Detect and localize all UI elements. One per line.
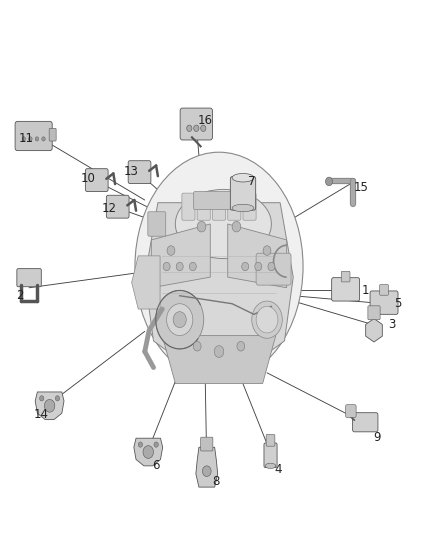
Circle shape <box>325 177 332 185</box>
Text: 10: 10 <box>81 172 95 185</box>
FancyBboxPatch shape <box>346 405 356 417</box>
Circle shape <box>268 262 275 271</box>
FancyBboxPatch shape <box>197 193 210 220</box>
FancyBboxPatch shape <box>17 269 41 287</box>
FancyBboxPatch shape <box>228 193 241 220</box>
Polygon shape <box>196 447 218 487</box>
FancyBboxPatch shape <box>180 108 212 140</box>
Circle shape <box>201 125 206 132</box>
Circle shape <box>28 137 32 141</box>
Ellipse shape <box>232 173 254 182</box>
FancyBboxPatch shape <box>341 271 350 282</box>
Text: 3: 3 <box>388 319 395 332</box>
FancyBboxPatch shape <box>243 193 256 220</box>
Polygon shape <box>151 224 210 288</box>
Circle shape <box>44 399 55 412</box>
Ellipse shape <box>135 152 303 381</box>
Circle shape <box>194 125 199 132</box>
Ellipse shape <box>252 301 283 338</box>
FancyBboxPatch shape <box>15 122 52 151</box>
Circle shape <box>242 262 249 271</box>
Text: 2: 2 <box>17 289 24 302</box>
Circle shape <box>42 137 45 141</box>
Ellipse shape <box>166 304 193 336</box>
Circle shape <box>197 221 206 232</box>
Polygon shape <box>35 392 64 419</box>
Circle shape <box>214 346 224 358</box>
FancyBboxPatch shape <box>264 443 277 467</box>
Text: 14: 14 <box>33 408 48 421</box>
Circle shape <box>176 262 183 271</box>
FancyBboxPatch shape <box>256 253 291 285</box>
Polygon shape <box>366 319 382 342</box>
Text: 12: 12 <box>102 201 117 214</box>
Circle shape <box>256 306 278 333</box>
Circle shape <box>232 221 241 232</box>
Circle shape <box>138 442 143 447</box>
Text: 4: 4 <box>274 463 282 476</box>
Circle shape <box>237 342 245 351</box>
Ellipse shape <box>175 189 272 259</box>
FancyBboxPatch shape <box>370 291 398 314</box>
Circle shape <box>35 137 39 141</box>
FancyBboxPatch shape <box>194 191 244 209</box>
Circle shape <box>202 466 211 477</box>
Circle shape <box>187 125 192 132</box>
Text: 5: 5 <box>394 297 402 310</box>
Text: 16: 16 <box>198 114 212 127</box>
Text: 8: 8 <box>212 475 219 488</box>
Circle shape <box>255 262 262 271</box>
FancyBboxPatch shape <box>148 212 166 236</box>
Circle shape <box>39 395 44 401</box>
Polygon shape <box>228 224 287 288</box>
FancyBboxPatch shape <box>266 434 275 446</box>
Circle shape <box>167 246 175 255</box>
FancyBboxPatch shape <box>49 128 56 141</box>
FancyBboxPatch shape <box>128 161 151 183</box>
FancyBboxPatch shape <box>230 176 256 210</box>
FancyBboxPatch shape <box>85 168 108 191</box>
Circle shape <box>163 262 170 271</box>
Polygon shape <box>145 203 293 373</box>
Polygon shape <box>162 336 276 383</box>
FancyBboxPatch shape <box>332 278 360 301</box>
Circle shape <box>154 442 158 447</box>
FancyBboxPatch shape <box>201 437 213 451</box>
FancyBboxPatch shape <box>353 413 378 432</box>
FancyBboxPatch shape <box>182 193 195 220</box>
FancyBboxPatch shape <box>368 306 380 320</box>
Circle shape <box>55 395 60 401</box>
Text: 6: 6 <box>152 459 159 472</box>
Circle shape <box>143 446 153 458</box>
Text: 1: 1 <box>361 284 369 297</box>
Ellipse shape <box>265 463 276 469</box>
FancyBboxPatch shape <box>106 195 129 218</box>
Ellipse shape <box>232 204 254 212</box>
Polygon shape <box>134 438 162 466</box>
Circle shape <box>173 312 186 328</box>
Text: 7: 7 <box>248 175 255 188</box>
Text: 9: 9 <box>373 431 381 444</box>
Text: 15: 15 <box>353 181 368 195</box>
Circle shape <box>193 342 201 351</box>
Polygon shape <box>132 256 160 309</box>
Circle shape <box>22 137 25 141</box>
FancyBboxPatch shape <box>380 285 389 295</box>
Ellipse shape <box>155 290 204 349</box>
Text: 11: 11 <box>18 132 34 146</box>
Circle shape <box>263 246 271 255</box>
Circle shape <box>189 262 196 271</box>
Text: 13: 13 <box>124 165 138 179</box>
FancyBboxPatch shape <box>212 193 226 220</box>
